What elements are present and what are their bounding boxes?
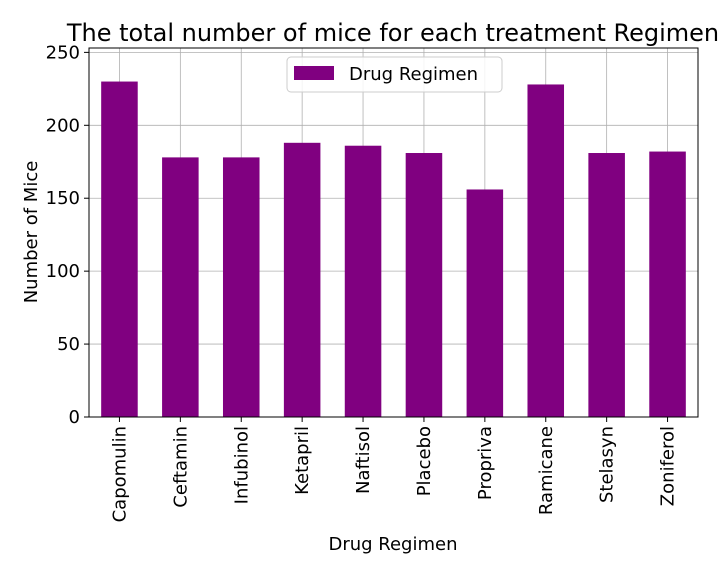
x-tick-label: Naftisol — [353, 426, 374, 494]
y-tick-label: 0 — [69, 407, 80, 428]
x-axis-label: Drug Regimen — [328, 534, 457, 555]
x-tick-label: Ramicane — [536, 426, 557, 515]
chart-title: The total number of mice for each treatm… — [66, 19, 719, 47]
bars-group — [101, 81, 686, 418]
legend-box — [286, 56, 503, 93]
bar-placebo — [405, 153, 443, 418]
bar-infubinol — [222, 157, 260, 418]
x-tick-label: Placebo — [414, 426, 435, 496]
bar-capomulin — [101, 81, 138, 417]
x-tick-label: Stelasyn — [597, 426, 618, 503]
bar-ketapril — [283, 142, 321, 417]
y-tick-label: 50 — [57, 334, 80, 355]
x-tick-label: Ceftamin — [170, 426, 191, 508]
x-tick-label: Ketapril — [292, 426, 313, 495]
y-tick-label: 150 — [46, 188, 80, 209]
bar-ramicane — [527, 84, 565, 417]
y-tick-label: 250 — [46, 42, 80, 63]
legend: Drug Regimen — [286, 56, 503, 93]
y-axis-ticks: 0 50 100 150 200 250 — [46, 42, 89, 428]
x-tick-label: Capomulin — [109, 426, 130, 522]
x-tick-label: Infubinol — [231, 426, 252, 504]
bar-naftisol — [344, 145, 382, 417]
y-tick-label: 100 — [46, 261, 80, 282]
x-tick-label: Propriva — [475, 426, 496, 500]
bar-zoniferol — [649, 151, 686, 418]
legend-label: Drug Regimen — [349, 64, 478, 85]
bar-ceftamin — [162, 157, 199, 418]
bar-stelasyn — [588, 153, 625, 418]
plot-frame — [88, 47, 699, 418]
y-tick-label: 200 — [46, 115, 80, 136]
y-axis-label: Number of Mice — [21, 161, 42, 304]
x-tick-label: Zoniferol — [658, 426, 679, 506]
x-axis-ticks: Capomulin Ceftamin Infubinol Ketapril Naftis… — [109, 417, 679, 522]
bar-propriva — [466, 189, 504, 417]
legend-swatch — [294, 66, 334, 80]
